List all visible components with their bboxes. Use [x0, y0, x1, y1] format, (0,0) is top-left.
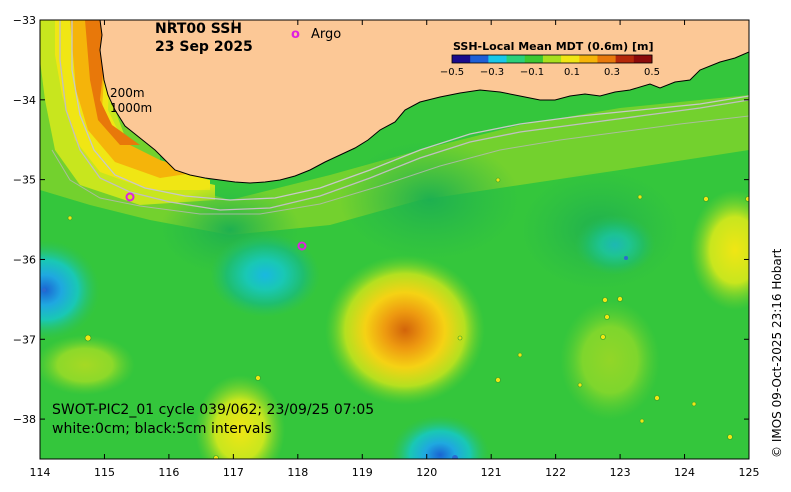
colorbar-swatches	[452, 55, 653, 63]
argo-legend-symbol: o	[291, 27, 300, 42]
credit-text: © IMOS 09-Oct-2025 23:16 Hobart	[770, 248, 784, 458]
map-title-line1: NRT00 SSH	[155, 21, 242, 37]
observation-points-cool	[42, 256, 628, 459]
y-tick-label: −37	[13, 333, 36, 346]
low-region-east	[340, 140, 520, 260]
colorbar-swatch	[452, 55, 471, 63]
argo-float[interactable]	[297, 241, 307, 251]
contour-200m	[59, 20, 749, 211]
colorbar-title: SSH-Local Mean MDT (0.6m) [m]	[453, 40, 653, 53]
map-title-line2: 23 Sep 2025	[155, 39, 253, 55]
colorbar-tick-label: 0.5	[644, 67, 660, 78]
colorbar-swatch	[524, 55, 544, 63]
x-axis: 114 115 116 117 118 119 120 121 122 123 124 125	[30, 20, 760, 479]
y-tick-label: −34	[13, 94, 36, 107]
argo-floats	[125, 192, 307, 251]
shelf-orange-core	[85, 20, 140, 145]
y-axis: −33 −34 −35 −36 −37 −38	[13, 14, 749, 426]
colorbar-frame	[451, 54, 653, 64]
colorbar-tick-label: −0.5	[440, 67, 464, 78]
colorbar-tick-label: 0.1	[564, 67, 580, 78]
swot-info-line2: white:0cm; black:5cm intervals	[52, 421, 272, 437]
y-tick-label: −36	[13, 253, 36, 266]
colorbar-swatch	[597, 55, 617, 63]
x-tick-label: 117	[223, 466, 244, 479]
y-tick-label: −38	[13, 413, 36, 426]
colorbar-tick-label: −0.1	[520, 67, 544, 78]
y-tick-label: −35	[13, 174, 36, 187]
x-tick-label: 116	[158, 466, 179, 479]
x-tick-label: 121	[481, 466, 502, 479]
swot-info-line1: SWOT-PIC2_01 cycle 039/062; 23/09/25 07:…	[52, 402, 374, 418]
plot-frame	[39, 19, 750, 460]
cool-eddy-west	[40, 240, 100, 340]
x-tick-label: 119	[352, 466, 373, 479]
colorbar-swatch	[470, 55, 489, 63]
x-tick-label: 125	[739, 466, 760, 479]
warm-patch-southeast	[560, 300, 660, 420]
warm-patch-west	[40, 335, 135, 395]
warm-eddy-central	[325, 255, 485, 405]
y-tick-label: −33	[13, 14, 36, 27]
colorbar-swatch	[488, 55, 508, 63]
x-tick-label: 115	[94, 466, 115, 479]
cool-eddy-south	[390, 415, 490, 459]
colorbar-ticks: −0.5 −0.3 −0.1 0.1 0.3 0.5	[440, 67, 660, 78]
observation-points	[67, 177, 749, 459]
colorbar-swatch	[633, 55, 653, 63]
cool-eddy-east	[575, 215, 655, 275]
contour-1000m	[71, 20, 749, 201]
colorbar: SSH-Local Mean MDT (0.6m) [m] −0.5 −0.3 −0…	[440, 40, 660, 78]
x-tick-label: 114	[30, 466, 51, 479]
warm-eddy-east	[690, 190, 749, 310]
colorbar-swatch	[579, 55, 598, 63]
colorbar-tick-label: 0.3	[604, 67, 620, 78]
contour-deep	[51, 115, 749, 215]
colorbar-swatch	[506, 55, 526, 63]
x-tick-label: 120	[416, 466, 437, 479]
colorbar-swatch	[561, 55, 580, 63]
colorbar-swatch	[542, 55, 562, 63]
colorbar-swatch	[615, 55, 635, 63]
x-tick-label: 123	[610, 466, 631, 479]
x-tick-label: 122	[545, 466, 566, 479]
x-tick-label: 124	[674, 466, 695, 479]
x-tick-label: 118	[287, 466, 308, 479]
cool-eddy-central	[210, 233, 320, 317]
argo-legend-label: Argo	[311, 27, 341, 42]
contour-label-200m: 200m	[110, 86, 145, 100]
warm-eddy-southwest	[195, 375, 285, 459]
colorbar-tick-label: −0.3	[480, 67, 504, 78]
argo-float[interactable]	[125, 192, 135, 202]
contour-label-1000m: 1000m	[110, 101, 152, 115]
